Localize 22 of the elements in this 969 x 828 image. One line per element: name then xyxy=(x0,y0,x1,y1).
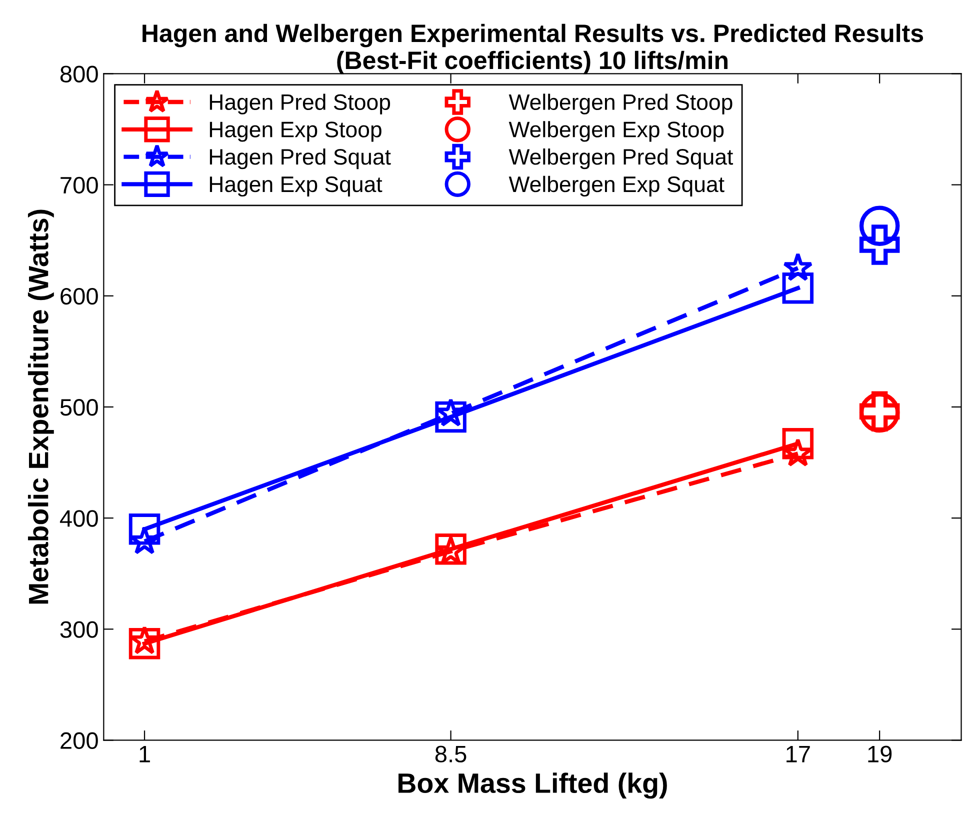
legend-label: Hagen Exp Squat xyxy=(210,176,382,197)
x-tick-label: 1 xyxy=(140,746,150,762)
x-axis-title: Box Mass Lifted (kg) xyxy=(398,772,667,799)
y-tick-label: 800 xyxy=(60,66,98,82)
legend-label: Welbergen Pred Squat xyxy=(508,148,734,170)
legend-label: Hagen Pred Stoop xyxy=(210,94,390,114)
y-axis-title: Metabolic Expenditure (Watts) xyxy=(28,210,54,604)
y-tick-label: 600 xyxy=(60,288,98,305)
y-tick-label: 700 xyxy=(60,176,98,194)
y-tick-label: 200 xyxy=(60,732,98,750)
x-tick-label: 19 xyxy=(868,746,892,762)
chart-title: Hagen and Welbergen Experimental Results vs. Predicted Results (Best-Fit coefficients) 10 lifts/min xyxy=(142,24,924,74)
legend-label: Welbergen Exp Squat xyxy=(508,176,724,197)
y-tick-label: 500 xyxy=(60,399,98,416)
legend-label: Welbergen Pred Stoop xyxy=(508,94,732,114)
x-tick-label: 17 xyxy=(786,746,810,762)
legend-label: Hagen Exp Stoop xyxy=(210,122,382,142)
x-tick-label: 8.5 xyxy=(435,746,466,762)
legend-label: Welbergen Exp Stoop xyxy=(508,121,724,142)
legend-label: Hagen Pred Squat xyxy=(210,148,391,170)
y-tick-label: 300 xyxy=(60,621,98,638)
y-tick-label: 400 xyxy=(60,510,98,527)
